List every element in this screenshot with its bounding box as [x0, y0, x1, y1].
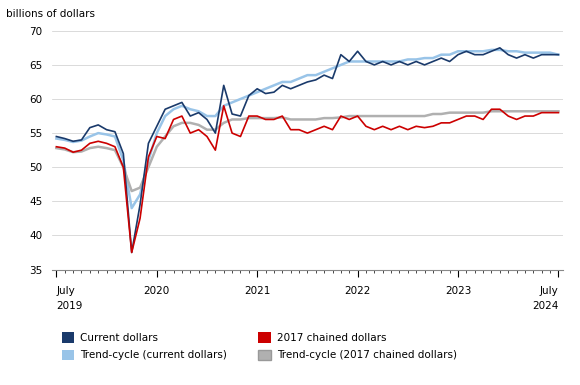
Text: billions of dollars: billions of dollars — [6, 9, 95, 19]
Text: 2021: 2021 — [244, 286, 270, 296]
Text: 2023: 2023 — [445, 286, 471, 296]
Text: 2020: 2020 — [144, 286, 170, 296]
Legend: Current dollars, Trend-cycle (current dollars), 2017 chained dollars, Trend-cycl: Current dollars, Trend-cycle (current do… — [57, 328, 461, 365]
Text: 2022: 2022 — [345, 286, 371, 296]
Text: 2024: 2024 — [532, 301, 559, 311]
Text: 2019: 2019 — [56, 301, 83, 311]
Text: July: July — [56, 286, 75, 296]
Text: July: July — [539, 286, 559, 296]
